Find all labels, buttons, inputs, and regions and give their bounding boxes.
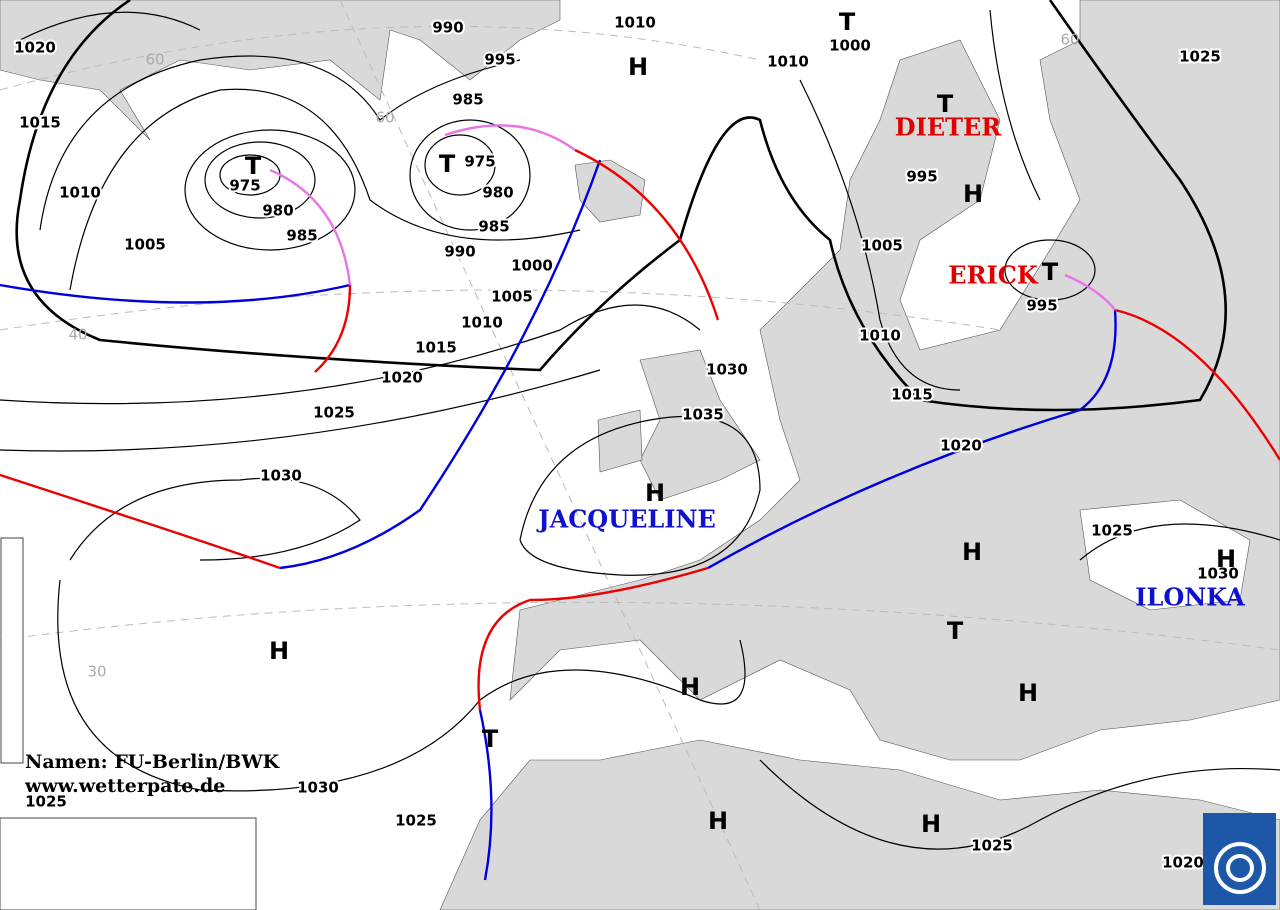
isobar-label: 1025	[1179, 48, 1221, 66]
info-box	[0, 817, 257, 910]
isobar-label: 1025	[313, 404, 355, 422]
isobar-label: 975	[229, 177, 260, 195]
greenland	[0, 0, 561, 141]
fronts	[0, 124, 1280, 881]
pressure-center: H	[1216, 545, 1236, 573]
occlusion	[444, 124, 576, 151]
logo-swirl	[1226, 854, 1254, 882]
isobar-label: 1010	[767, 53, 809, 71]
isobar-label: 975	[464, 153, 495, 171]
isobar-label: 1030	[297, 779, 339, 797]
cold-front	[478, 709, 493, 881]
isobar-label: 1025	[1091, 522, 1133, 540]
isobar-label: 990	[444, 243, 475, 261]
isobar-label: 1015	[415, 339, 457, 357]
warm-front	[574, 148, 720, 321]
pressure-center: T	[439, 150, 456, 178]
isobar-label: 1015	[891, 386, 933, 404]
pressure-center: T	[839, 8, 856, 36]
isobar-label: 1005	[491, 288, 533, 306]
pressure-center: H	[628, 53, 648, 81]
pressure-center: T	[1042, 258, 1059, 286]
pressure-center: T	[937, 90, 954, 118]
storm-name: ERICK	[948, 261, 1039, 290]
isobar-label: 1025	[25, 793, 67, 811]
logo-swirl	[1214, 842, 1266, 894]
isobar-label: 985	[452, 91, 483, 109]
isobar-label: 995	[1026, 297, 1057, 315]
pressure-center: H	[269, 637, 289, 665]
isobar-label: 1020	[381, 369, 423, 387]
pressure-center: T	[947, 617, 964, 645]
isobar-label: 1010	[614, 14, 656, 32]
isobar-label: 985	[286, 227, 317, 245]
warm-front	[477, 566, 709, 711]
pressure-center: H	[963, 180, 983, 208]
pressure-center: H	[680, 673, 700, 701]
isobar-label: 1005	[124, 236, 166, 254]
isobar-label: 1015	[19, 114, 61, 132]
black-sea	[1079, 499, 1251, 611]
isobar-label: 1000	[511, 257, 553, 275]
isobar-label: 1000	[829, 37, 871, 55]
isobar-label: 1010	[859, 327, 901, 345]
isobar-label: 1025	[395, 812, 437, 830]
isobar-label: 1010	[59, 184, 101, 202]
iceland	[574, 159, 646, 223]
storm-name: DIETER	[895, 113, 1002, 142]
isobar-label: 1030	[706, 361, 748, 379]
isobar-label: 1005	[861, 237, 903, 255]
pressure-center: H	[645, 479, 665, 507]
isobar-label: 985	[478, 218, 509, 236]
isobar-label: 980	[482, 184, 513, 202]
isobar-label: 1030	[1197, 565, 1239, 583]
cold-front	[707, 309, 1117, 570]
isobar-label: 1020	[940, 437, 982, 455]
isobar-label: 995	[484, 51, 515, 69]
grid-label: 40	[68, 326, 87, 344]
dwd-logo	[1203, 813, 1276, 905]
cold-front	[279, 159, 602, 570]
britain	[639, 349, 761, 501]
pressure-center: H	[962, 538, 982, 566]
warm-front	[0, 473, 281, 570]
run-id-box	[0, 537, 24, 764]
isobar-label: 990	[432, 19, 463, 37]
grid-label: 60	[375, 109, 394, 127]
isobars	[0, 0, 1280, 850]
isobar-label: 1020	[1162, 854, 1204, 872]
isobar-label: 1030	[260, 467, 302, 485]
isobar-label: 1025	[971, 837, 1013, 855]
credit: www.wetterpate.de	[24, 775, 225, 797]
occlusion	[269, 168, 352, 286]
occlusion	[1064, 273, 1116, 311]
credit: Namen: FU-Berlin/BWK	[25, 751, 281, 773]
isobar-label: 995	[906, 168, 937, 186]
grid-label: 30	[87, 663, 106, 681]
isobar-label: 1010	[461, 314, 503, 332]
pressure-center: H	[1018, 679, 1038, 707]
storm-name: JACQUELINE	[536, 505, 716, 534]
isobar-label: 1035	[682, 406, 724, 424]
cold-front	[0, 283, 351, 304]
pressure-center: T	[245, 152, 262, 180]
grid-label: 60	[1060, 31, 1079, 49]
isobar-label: 1020	[14, 39, 56, 57]
pressure-center: H	[921, 810, 941, 838]
warm-front	[1114, 308, 1280, 461]
warm-front	[314, 284, 352, 373]
isobar-label: 980	[262, 202, 293, 220]
grid-label: 60	[145, 51, 164, 69]
storm-name: ILONKA	[1135, 583, 1245, 612]
pressure-center: T	[482, 725, 499, 753]
pressure-center: H	[708, 807, 728, 835]
ireland	[597, 409, 643, 473]
africa	[439, 739, 1280, 910]
